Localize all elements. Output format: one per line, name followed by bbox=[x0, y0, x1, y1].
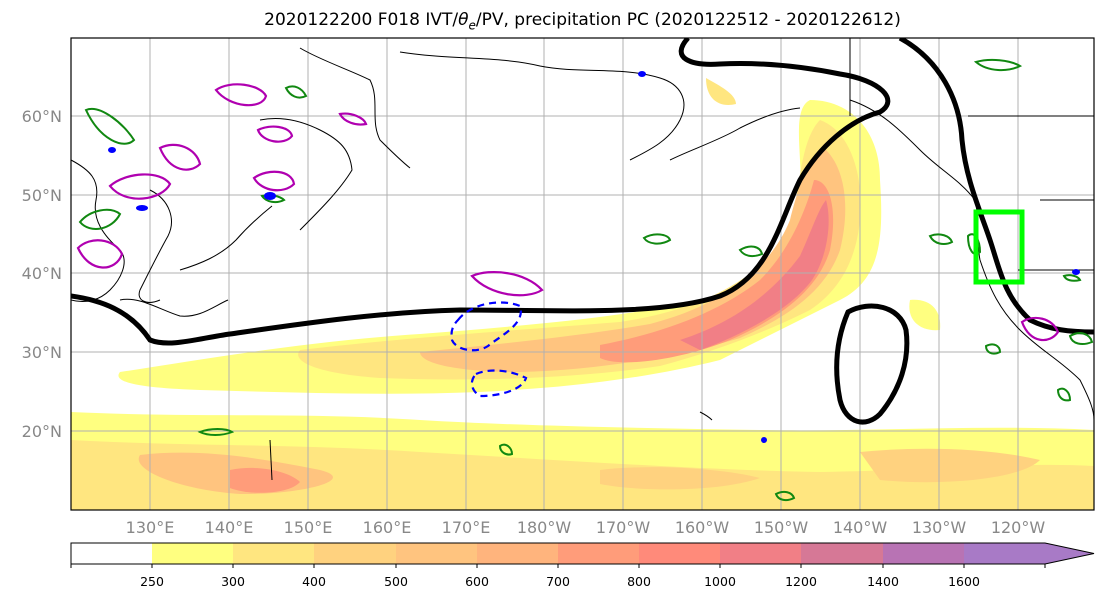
lon-labels: 130°E 140°E 150°E 160°E 170°E 180°W 170°… bbox=[126, 518, 1046, 537]
lon-label-120w: 120°W bbox=[991, 518, 1046, 537]
lon-label-170w: 170°W bbox=[596, 518, 651, 537]
colorbar-segment-0 bbox=[71, 543, 152, 564]
colorbar-extend-arrow bbox=[964, 543, 1094, 564]
graticule bbox=[71, 38, 1094, 510]
lon-label-140w: 140°W bbox=[833, 518, 888, 537]
map-frame bbox=[70, 37, 1095, 511]
lon-label-160w: 160°W bbox=[675, 518, 730, 537]
colorbar-segment-4 bbox=[396, 543, 477, 564]
colorbar-label-250: 250 bbox=[140, 574, 164, 589]
colorbar-segment-10 bbox=[883, 543, 964, 564]
colorbar: 250 300 400 500 600 700 800 1000 1200 14… bbox=[70, 542, 1095, 589]
title-theta-sub: e bbox=[468, 18, 476, 33]
lon-label-150w: 150°W bbox=[754, 518, 809, 537]
lon-label-140e: 140°E bbox=[205, 518, 254, 537]
lat-label-20: 20°N bbox=[22, 422, 62, 441]
colorbar-label-500: 500 bbox=[384, 574, 408, 589]
map-panel bbox=[71, 38, 1094, 510]
colorbar-label-300: 300 bbox=[221, 574, 245, 589]
map-title: 2020122200 F018 IVT/θe/PV, precipitation… bbox=[0, 10, 1105, 32]
colorbar-segment-1 bbox=[152, 543, 233, 564]
colorbar-label-400: 400 bbox=[302, 574, 326, 589]
colorbar-segment-6 bbox=[558, 543, 639, 564]
lat-label-50: 50°N bbox=[22, 186, 62, 205]
colorbar-segment-7 bbox=[639, 543, 720, 564]
lon-label-130w: 130°W bbox=[912, 518, 967, 537]
lon-label-170e: 170°E bbox=[442, 518, 491, 537]
colorbar-label-1600: 1600 bbox=[948, 574, 980, 589]
target-region-box bbox=[973, 209, 1025, 285]
lon-label-150e: 150°E bbox=[284, 518, 333, 537]
theta-e-green bbox=[78, 58, 1094, 502]
colorbar-label-800: 800 bbox=[627, 574, 651, 589]
colorbar-segment-8 bbox=[720, 543, 801, 564]
lon-label-130e: 130°E bbox=[126, 518, 175, 537]
colorbar-label-1400: 1400 bbox=[867, 574, 899, 589]
title-theta: θ bbox=[458, 10, 469, 30]
colorbar-frame bbox=[70, 542, 1095, 565]
colorbar-label-1200: 1200 bbox=[785, 574, 817, 589]
lat-labels: 60°N 50°N 40°N 30°N 20°N bbox=[22, 107, 62, 441]
lat-label-40: 40°N bbox=[22, 264, 62, 283]
theta-e-negative bbox=[450, 301, 528, 398]
theta-e-positive bbox=[76, 83, 1060, 342]
lon-label-160e: 160°E bbox=[363, 518, 412, 537]
colorbar-label-600: 600 bbox=[465, 574, 489, 589]
colorbar-segment-2 bbox=[233, 543, 314, 564]
title-suffix: /PV, precipitation PC (2020122512 - 2020… bbox=[475, 10, 901, 30]
title-prefix: 2020122200 F018 IVT/ bbox=[264, 10, 459, 30]
lat-label-30: 30°N bbox=[22, 343, 62, 362]
lat-label-60: 60°N bbox=[22, 107, 62, 126]
lon-label-180w: 180°W bbox=[517, 518, 572, 537]
theta-e-blue-dots bbox=[108, 71, 1080, 443]
colorbar-segment-3 bbox=[314, 543, 396, 564]
colorbar-segment-5 bbox=[477, 543, 558, 564]
colorbar-label-1000: 1000 bbox=[704, 574, 736, 589]
colorbar-segment-9 bbox=[801, 543, 883, 564]
pv-contours bbox=[71, 38, 1094, 425]
colorbar-label-700: 700 bbox=[546, 574, 570, 589]
